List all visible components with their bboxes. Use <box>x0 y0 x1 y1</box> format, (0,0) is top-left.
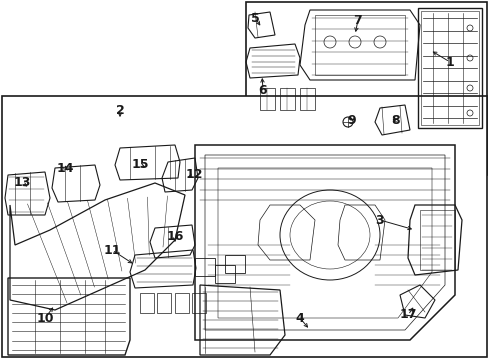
Bar <box>224 255 244 273</box>
Bar <box>419 210 454 270</box>
Bar <box>420 11 478 125</box>
Text: 16: 16 <box>166 230 183 243</box>
Bar <box>299 88 314 110</box>
Text: 1: 1 <box>445 55 453 68</box>
Text: 14: 14 <box>56 162 74 175</box>
Bar <box>174 293 188 313</box>
Text: 4: 4 <box>295 311 304 324</box>
Bar <box>192 293 205 313</box>
Text: 3: 3 <box>375 213 384 226</box>
Bar <box>2 96 486 357</box>
Text: 9: 9 <box>347 113 356 126</box>
Bar <box>260 88 274 110</box>
Bar <box>245 2 486 175</box>
Bar <box>215 265 235 283</box>
Text: 12: 12 <box>185 168 203 181</box>
Text: 2: 2 <box>115 104 124 117</box>
Text: 17: 17 <box>398 309 416 321</box>
Bar <box>140 293 154 313</box>
Text: 11: 11 <box>103 243 121 256</box>
Text: 10: 10 <box>36 311 54 324</box>
Text: 13: 13 <box>13 176 31 189</box>
Text: 7: 7 <box>353 13 362 27</box>
Bar <box>195 258 215 276</box>
Bar <box>314 15 404 75</box>
Text: 6: 6 <box>258 84 267 96</box>
Text: 15: 15 <box>131 158 148 171</box>
Text: 5: 5 <box>250 12 259 24</box>
Bar <box>417 8 481 128</box>
Bar <box>280 88 294 110</box>
Bar <box>157 293 171 313</box>
Text: 8: 8 <box>391 113 400 126</box>
